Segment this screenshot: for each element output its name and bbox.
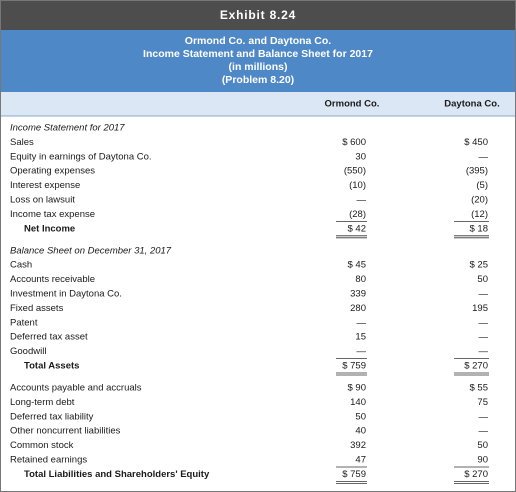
total-label: Total Liabilities and Shareholders' Equi… [24,469,210,480]
cell-value: — [479,317,489,328]
title-line: (in millions) [229,61,288,73]
cell-value: 40 [355,426,366,437]
cell-value: $ 600 [342,137,366,148]
row-label: Sales [10,137,34,148]
cell-value: 339 [350,289,366,300]
cell-value: $ 55 [470,383,489,394]
cell-value: (20) [471,195,488,206]
row-label: Income tax expense [10,209,95,220]
row-label: Common stock [10,440,74,451]
column-header: Daytona Co. [444,99,499,110]
cell-value: — [479,346,489,357]
cell-value: $ 270 [464,361,488,372]
cell-value: 392 [350,440,366,451]
row-label: Deferred tax liability [10,411,94,422]
title-line: Ormond Co. and Daytona Co. [185,35,332,47]
column-header-band [1,92,515,116]
cell-value: (550) [344,166,366,177]
cell-value: $ 759 [342,469,366,480]
title-line: (Problem 8.20) [222,74,294,86]
cell-value: — [357,195,367,206]
row-label: Accounts payable and accruals [10,383,142,394]
column-header: Ormond Co. [325,99,380,110]
cell-value: $ 42 [348,223,367,234]
cell-value: — [357,346,367,357]
cell-value: 30 [355,151,366,162]
title-line: Income Statement and Balance Sheet for 2… [143,48,373,60]
cell-value: $ 450 [464,137,488,148]
cell-value: (12) [471,209,488,220]
row-label: Interest expense [10,180,80,191]
cell-value: 195 [472,303,488,314]
row-label: Goodwill [10,346,46,357]
cell-value: 80 [355,274,366,285]
row-label: Fixed assets [10,303,64,314]
cell-value: 15 [355,332,366,343]
cell-value: $ 90 [348,383,367,394]
cell-value: — [479,411,489,422]
cell-value: 280 [350,303,366,314]
cell-value: $ 18 [470,223,489,234]
cell-value: $ 759 [342,361,366,372]
cell-value: (395) [466,166,488,177]
section-title: Balance Sheet on December 31, 2017 [10,245,172,256]
cell-value: 50 [477,440,488,451]
cell-value: $ 45 [348,260,367,271]
cell-value: — [479,426,489,437]
row-label: Investment in Daytona Co. [10,289,122,300]
cell-value: 140 [350,397,366,408]
cell-value: (5) [476,180,488,191]
exhibit-label: Exhibit 8.24 [220,8,296,22]
row-label: Long-term debt [10,397,75,408]
cell-value: — [357,317,367,328]
row-label: Cash [10,260,32,271]
row-label: Retained earnings [10,455,87,466]
cell-value: 75 [477,397,488,408]
cell-value: $ 25 [470,260,489,271]
row-label: Patent [10,317,38,328]
cell-value: — [479,151,489,162]
title-band [1,30,515,92]
row-label: Operating expenses [10,166,95,177]
cell-value: 47 [355,455,366,466]
row-label: Equity in earnings of Daytona Co. [10,151,152,162]
row-label: Deferred tax asset [10,332,88,343]
row-label: Loss on lawsuit [10,195,75,206]
cell-value: 50 [355,411,366,422]
cell-value: 50 [477,274,488,285]
total-label: Total Assets [24,361,79,372]
cell-value: (28) [349,209,366,220]
cell-value: 90 [477,455,488,466]
section-title: Income Statement for 2017 [10,123,125,134]
exhibit-bar [1,1,515,30]
row-label: Other noncurrent liabilities [10,426,121,437]
cell-value: — [479,332,489,343]
cell-value: $ 270 [464,469,488,480]
cell-value: (10) [349,180,366,191]
row-label: Accounts receivable [10,274,95,285]
cell-value: — [479,289,489,300]
total-label: Net Income [24,223,75,234]
